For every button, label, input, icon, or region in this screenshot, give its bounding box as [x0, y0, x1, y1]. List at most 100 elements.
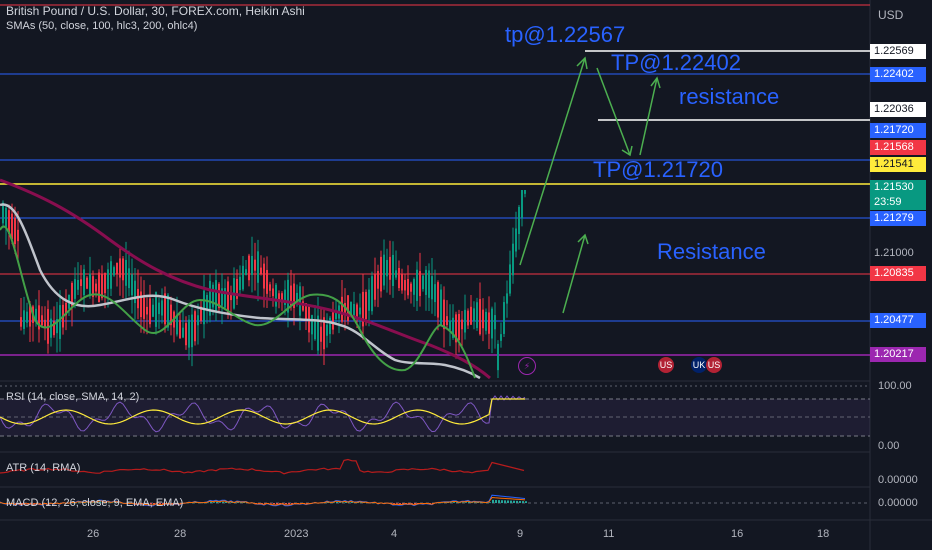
- sma-indicator-label: SMAs (50, close, 100, hlc3, 200, ohlc4): [6, 20, 198, 32]
- macd-bar: [393, 503, 395, 504]
- rsi-upper-value: 100.00: [878, 380, 912, 392]
- candle: [305, 303, 307, 321]
- macd-bar: [399, 503, 401, 504]
- macd-bar: [135, 503, 137, 504]
- candle: [494, 315, 496, 330]
- symbol-title: British Pound / U.S. Dollar, 30, FOREX.c…: [6, 4, 305, 18]
- lightning-icon[interactable]: ⚡: [518, 357, 536, 375]
- annotation-resistance-lower[interactable]: Resistance: [657, 239, 766, 264]
- macd-bar: [12, 503, 14, 504]
- candle: [479, 299, 481, 335]
- macd-bar: [153, 503, 155, 505]
- candle: [488, 312, 490, 334]
- candle: [101, 273, 103, 299]
- candle: [290, 285, 292, 306]
- candle: [146, 306, 148, 315]
- macd-bar: [105, 502, 107, 504]
- macd-bar: [282, 503, 284, 504]
- candle: [521, 190, 523, 218]
- candle: [92, 276, 94, 297]
- us-flag-icon[interactable]: US: [706, 357, 722, 373]
- macd-bar: [306, 503, 308, 504]
- macd-bar: [297, 503, 299, 504]
- macd-label[interactable]: MACD (12, 26, close, 9, EMA, EMA): [6, 497, 184, 509]
- macd-bar: [324, 502, 326, 504]
- candle: [20, 317, 22, 327]
- us-flag-icon[interactable]: US: [658, 357, 674, 373]
- macd-bar: [156, 503, 158, 504]
- atr-label[interactable]: ATR (14, RMA): [6, 462, 81, 474]
- candle: [410, 283, 412, 292]
- candle: [455, 314, 457, 343]
- candle: [371, 276, 373, 312]
- macd-bar: [237, 502, 239, 503]
- candle: [59, 305, 61, 339]
- candle: [263, 263, 265, 289]
- time-label: 28: [174, 528, 187, 540]
- candle: [380, 256, 382, 292]
- macd-bar: [270, 503, 272, 504]
- candle: [260, 267, 262, 275]
- candle: [425, 269, 427, 295]
- macd-bar: [219, 502, 221, 503]
- candle: [506, 293, 508, 304]
- macd-bar: [147, 503, 149, 504]
- candle: [119, 258, 121, 278]
- candle: [83, 269, 85, 296]
- heikin-ashi-candles: [2, 190, 526, 378]
- macd-bar: [78, 502, 80, 503]
- macd-bar: [15, 503, 17, 504]
- macd-bar: [354, 502, 356, 504]
- candle: [23, 310, 25, 329]
- macd-bar: [159, 503, 161, 504]
- candle: [128, 268, 130, 289]
- macd-bar: [195, 502, 197, 503]
- candle: [293, 283, 295, 309]
- macd-bar: [99, 501, 101, 503]
- candle: [275, 284, 277, 307]
- candle: [359, 307, 361, 315]
- macd-bar: [480, 502, 482, 503]
- candle: [422, 275, 424, 290]
- candle: [242, 265, 244, 290]
- rsi-label[interactable]: RSI (14, close, SMA, 14, 2): [6, 391, 140, 403]
- price-label-1-21720: 1.21720: [870, 123, 926, 138]
- macd-bar: [234, 502, 236, 504]
- candle: [107, 269, 109, 289]
- macd-bar: [450, 502, 452, 503]
- candle: [443, 299, 445, 330]
- macd-bar: [204, 502, 206, 504]
- macd-bar: [228, 502, 230, 504]
- macd-bar: [279, 503, 281, 504]
- atr-value: 0.00000: [878, 474, 918, 486]
- macd-bar: [213, 502, 215, 503]
- annotation-resistance-upper[interactable]: resistance: [679, 84, 780, 109]
- time-label: 4: [391, 528, 398, 540]
- uk-flag-icon[interactable]: UK: [691, 357, 707, 373]
- candle: [485, 311, 487, 331]
- annotation-tp-1-21720[interactable]: TP@1.21720: [593, 157, 723, 182]
- price-label-1-22402: 1.22402: [870, 67, 926, 82]
- candle: [38, 305, 40, 330]
- candle: [209, 280, 211, 316]
- time-label: 2023: [284, 528, 309, 540]
- candle: [353, 304, 355, 317]
- macd-bar: [225, 501, 227, 503]
- macd-bar: [345, 502, 347, 503]
- candle: [431, 276, 433, 300]
- candle: [206, 294, 208, 310]
- macd-bar: [102, 501, 104, 503]
- candle: [464, 309, 466, 333]
- macd-bar: [447, 502, 449, 503]
- time-label: 16: [731, 528, 744, 540]
- candle: [227, 281, 229, 315]
- candle: [257, 251, 259, 283]
- candle: [419, 271, 421, 297]
- annotation-tp-1-22402[interactable]: TP@1.22402: [611, 50, 741, 75]
- candle: [386, 259, 388, 277]
- candle: [26, 311, 28, 323]
- macd-bar: [168, 503, 170, 504]
- annotation-tp-1-22567[interactable]: tp@1.22567: [505, 22, 626, 47]
- candle: [470, 306, 472, 325]
